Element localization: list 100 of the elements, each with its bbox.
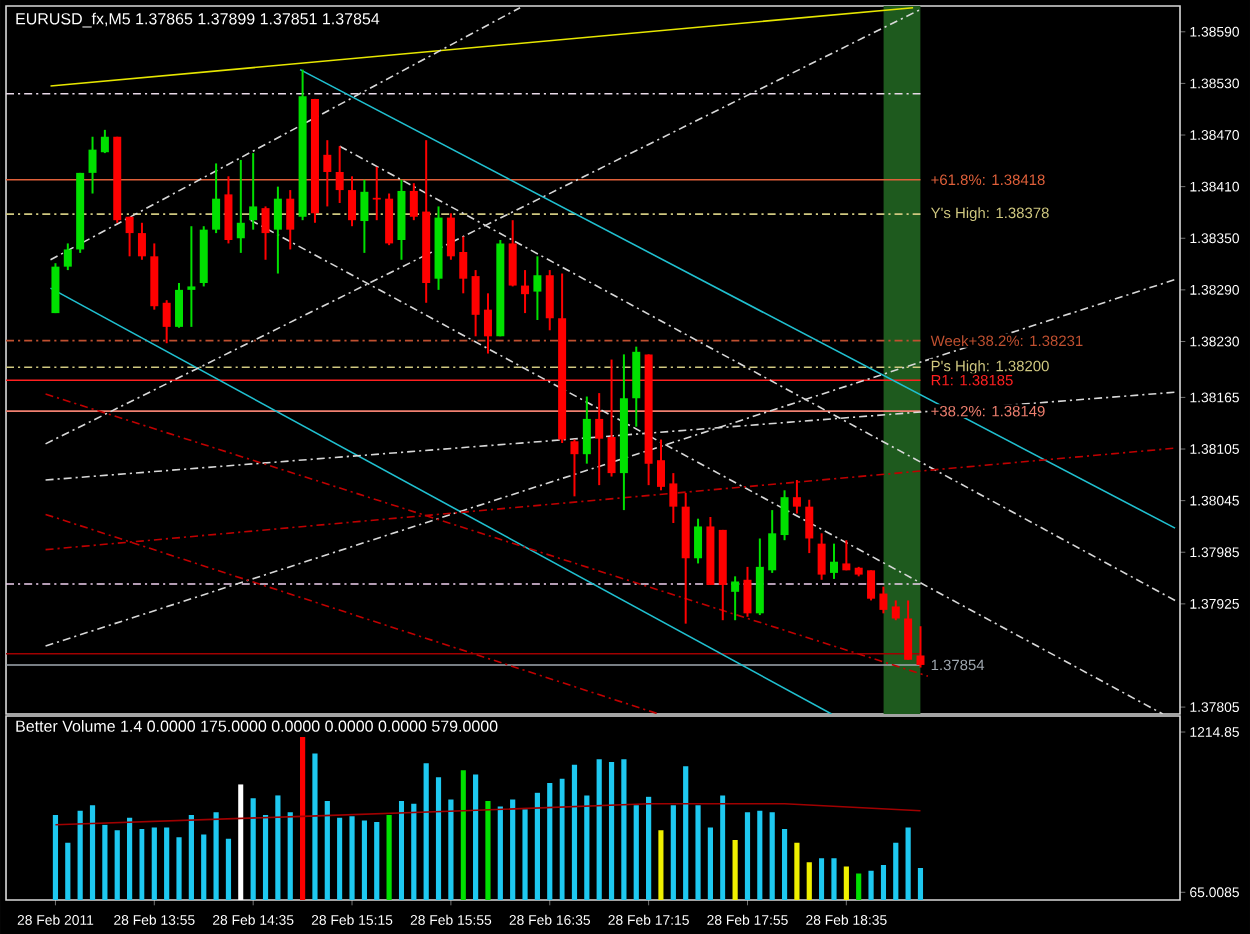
bar	[769, 812, 775, 900]
bar	[337, 817, 343, 900]
bar	[473, 774, 479, 900]
candlestick	[137, 221, 146, 261]
candlestick	[731, 575, 740, 622]
bar	[324, 801, 330, 900]
bar	[164, 827, 170, 900]
bar	[633, 805, 639, 900]
bar	[584, 795, 590, 900]
bar	[275, 795, 281, 900]
candlestick	[904, 599, 913, 661]
chart-title: EURUSD_fx,M5 1.37865 1.37899 1.37851 1.37854	[16, 12, 380, 28]
candlestick	[829, 542, 838, 580]
bar	[435, 777, 442, 900]
bar	[225, 838, 232, 900]
candlestick	[533, 255, 542, 321]
bar	[287, 812, 293, 900]
bar	[905, 827, 911, 900]
candlestick	[916, 625, 925, 669]
candlestick	[879, 585, 888, 615]
candlestick	[125, 215, 134, 258]
line-series	[54, 802, 922, 826]
bar	[201, 834, 207, 900]
candlestick	[323, 139, 332, 208]
candlestick	[51, 262, 60, 315]
bar	[843, 866, 849, 900]
bar	[806, 862, 812, 900]
candlestick	[743, 565, 752, 618]
candlestick	[545, 269, 554, 332]
bar	[52, 814, 59, 900]
bar	[176, 837, 182, 900]
bar	[386, 814, 392, 900]
candlestick	[385, 192, 394, 247]
bar	[423, 763, 429, 900]
bar	[534, 792, 540, 900]
bar	[683, 766, 689, 900]
bar	[707, 827, 713, 900]
candlestick	[607, 358, 616, 478]
candlestick	[261, 205, 270, 261]
chart-title: Better Volume 1.4 0.0000 175.0000 0.0000 0.0000 0.0000 579.0000	[16, 720, 498, 732]
candlestick	[335, 145, 344, 204]
candlestick	[459, 235, 468, 295]
bar	[485, 801, 491, 900]
candlestick	[842, 539, 851, 572]
bar	[300, 736, 306, 900]
bar	[114, 830, 120, 900]
candlestick	[187, 225, 196, 328]
candlestick	[656, 438, 665, 492]
bar	[102, 824, 108, 900]
candlestick	[100, 128, 109, 155]
candlestick	[63, 242, 72, 272]
candlestick	[570, 438, 579, 498]
bar	[411, 803, 417, 900]
bar	[732, 840, 738, 900]
bar	[238, 784, 244, 900]
candlestick	[360, 178, 369, 254]
candlestick	[224, 175, 233, 245]
candlestick	[175, 281, 184, 329]
bar	[262, 814, 269, 900]
bar	[695, 805, 701, 900]
bar	[658, 830, 664, 900]
candlestick	[236, 158, 245, 254]
candlestick	[372, 165, 381, 222]
candlestick	[867, 569, 876, 602]
candlestick	[792, 478, 801, 515]
bar	[819, 858, 825, 900]
bar	[522, 809, 528, 900]
candlestick	[446, 212, 455, 261]
bar	[361, 820, 367, 900]
candlestick	[582, 395, 591, 465]
bar	[127, 817, 133, 900]
candlestick	[162, 299, 171, 345]
candlestick	[286, 189, 295, 251]
candlestick	[694, 517, 703, 565]
bar	[868, 870, 874, 900]
bar	[349, 816, 355, 900]
candlestick	[632, 345, 641, 428]
candlestick	[88, 135, 97, 195]
candlestick	[508, 219, 517, 288]
bar	[670, 805, 676, 900]
candlestick	[249, 152, 258, 231]
bar	[646, 796, 652, 900]
candlestick	[348, 175, 357, 228]
bar	[744, 812, 751, 900]
candlestick	[595, 392, 604, 487]
bar	[893, 842, 899, 900]
bar	[65, 842, 71, 900]
bar	[312, 753, 318, 900]
bar	[571, 764, 578, 900]
bar	[213, 812, 219, 900]
candlestick	[817, 532, 826, 581]
bar	[151, 827, 157, 900]
bar	[250, 798, 256, 900]
bar	[547, 782, 553, 900]
candlestick	[409, 182, 418, 222]
bar	[781, 828, 788, 900]
bar	[757, 810, 763, 900]
bar	[497, 806, 503, 900]
candlestick	[669, 472, 678, 524]
bar	[880, 865, 887, 900]
